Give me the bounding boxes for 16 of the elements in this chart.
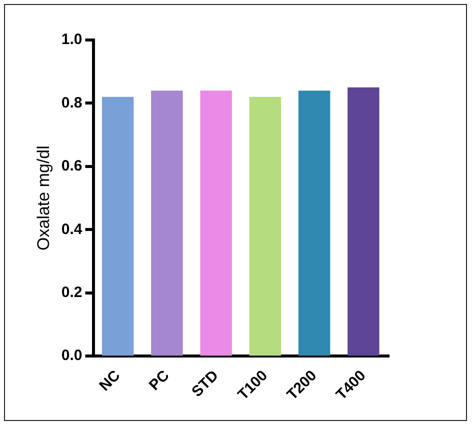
x-tick-label: STD	[188, 367, 222, 400]
y-tick-label: 0.0	[61, 347, 82, 364]
bar	[102, 96, 134, 356]
y-tick-label: 0.2	[61, 284, 82, 302]
bar	[298, 90, 330, 356]
bar	[249, 96, 282, 356]
bar	[151, 90, 183, 356]
bar	[348, 87, 380, 356]
y-axis-title: Oxalate mg/dl	[34, 146, 53, 250]
y-tick-label: 0.8	[61, 94, 82, 112]
y-tick-label: 0.4	[61, 220, 83, 238]
bar	[200, 90, 232, 356]
x-tick-label: PC	[146, 367, 173, 394]
x-tick-label: NC	[96, 367, 124, 395]
y-tick-label: 1.0	[61, 31, 82, 48]
y-tick-label: 0.6	[61, 158, 82, 175]
